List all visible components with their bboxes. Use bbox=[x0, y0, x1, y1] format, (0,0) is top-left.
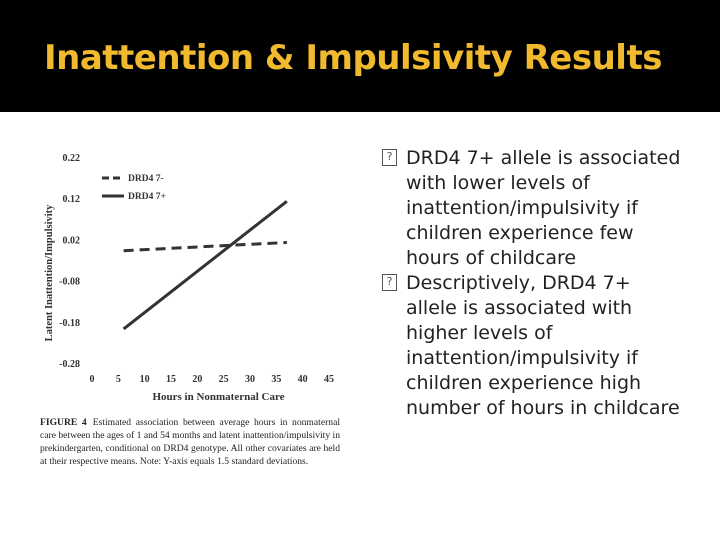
bullet-item: Descriptively, DRD4 7+ allele is associa… bbox=[382, 271, 682, 421]
y-tick-label: -0.28 bbox=[59, 359, 80, 370]
bullet-text: DRD4 7+ allele is associated with lower … bbox=[406, 147, 681, 269]
caption-text: Estimated association between average ho… bbox=[40, 417, 340, 467]
y-tick-label: 0.22 bbox=[63, 153, 81, 164]
y-tick-label: 0.12 bbox=[63, 194, 81, 205]
x-tick-label: 30 bbox=[245, 374, 255, 385]
figure-caption: FIGURE 4 Estimated association between av… bbox=[40, 416, 340, 468]
slide-title: Inattention & Impulsivity Results bbox=[44, 38, 662, 78]
figure: 0.22 0.12 0.02 -0.08 -0.18 -0.28 0 5 10 15 20 25 30 3… bbox=[32, 146, 342, 496]
x-tick-label: 40 bbox=[298, 374, 308, 385]
missing-glyph-icon bbox=[382, 274, 397, 291]
caption-lead: FIGURE 4 bbox=[40, 417, 87, 428]
x-tick-label: 15 bbox=[166, 374, 176, 385]
y-tick-label: -0.08 bbox=[59, 277, 80, 288]
y-tick-label: -0.18 bbox=[59, 318, 80, 329]
title-bar: Inattention & Impulsivity Results bbox=[0, 0, 720, 112]
missing-glyph-icon bbox=[382, 149, 397, 166]
legend-label: DRD4 7+ bbox=[128, 192, 166, 202]
legend-label: DRD4 7- bbox=[128, 174, 164, 184]
series-line-1 bbox=[123, 240, 287, 253]
bullet-text: Descriptively, DRD4 7+ allele is associa… bbox=[406, 272, 680, 419]
bullet-item: DRD4 7+ allele is associated with lower … bbox=[382, 146, 682, 271]
x-tick-label: 35 bbox=[271, 374, 281, 385]
x-axis-label: Hours in Nonmaternal Care bbox=[152, 391, 284, 403]
x-tick-label: 5 bbox=[116, 374, 121, 385]
bullet-list: DRD4 7+ allele is associated with lower … bbox=[382, 146, 682, 421]
y-axis-label: Latent Inattention/Impulsivity bbox=[44, 204, 55, 342]
x-tick-label: 25 bbox=[219, 374, 229, 385]
x-tick-label: 20 bbox=[192, 374, 202, 385]
x-tick-label: 10 bbox=[140, 374, 150, 385]
x-tick-label: 45 bbox=[324, 374, 334, 385]
x-tick-label: 0 bbox=[90, 374, 95, 385]
y-tick-label: 0.02 bbox=[63, 235, 81, 246]
line-chart: 0.22 0.12 0.02 -0.08 -0.18 -0.28 0 5 10 15 20 25 30 3… bbox=[44, 153, 334, 403]
series-line-2 bbox=[122, 200, 288, 331]
